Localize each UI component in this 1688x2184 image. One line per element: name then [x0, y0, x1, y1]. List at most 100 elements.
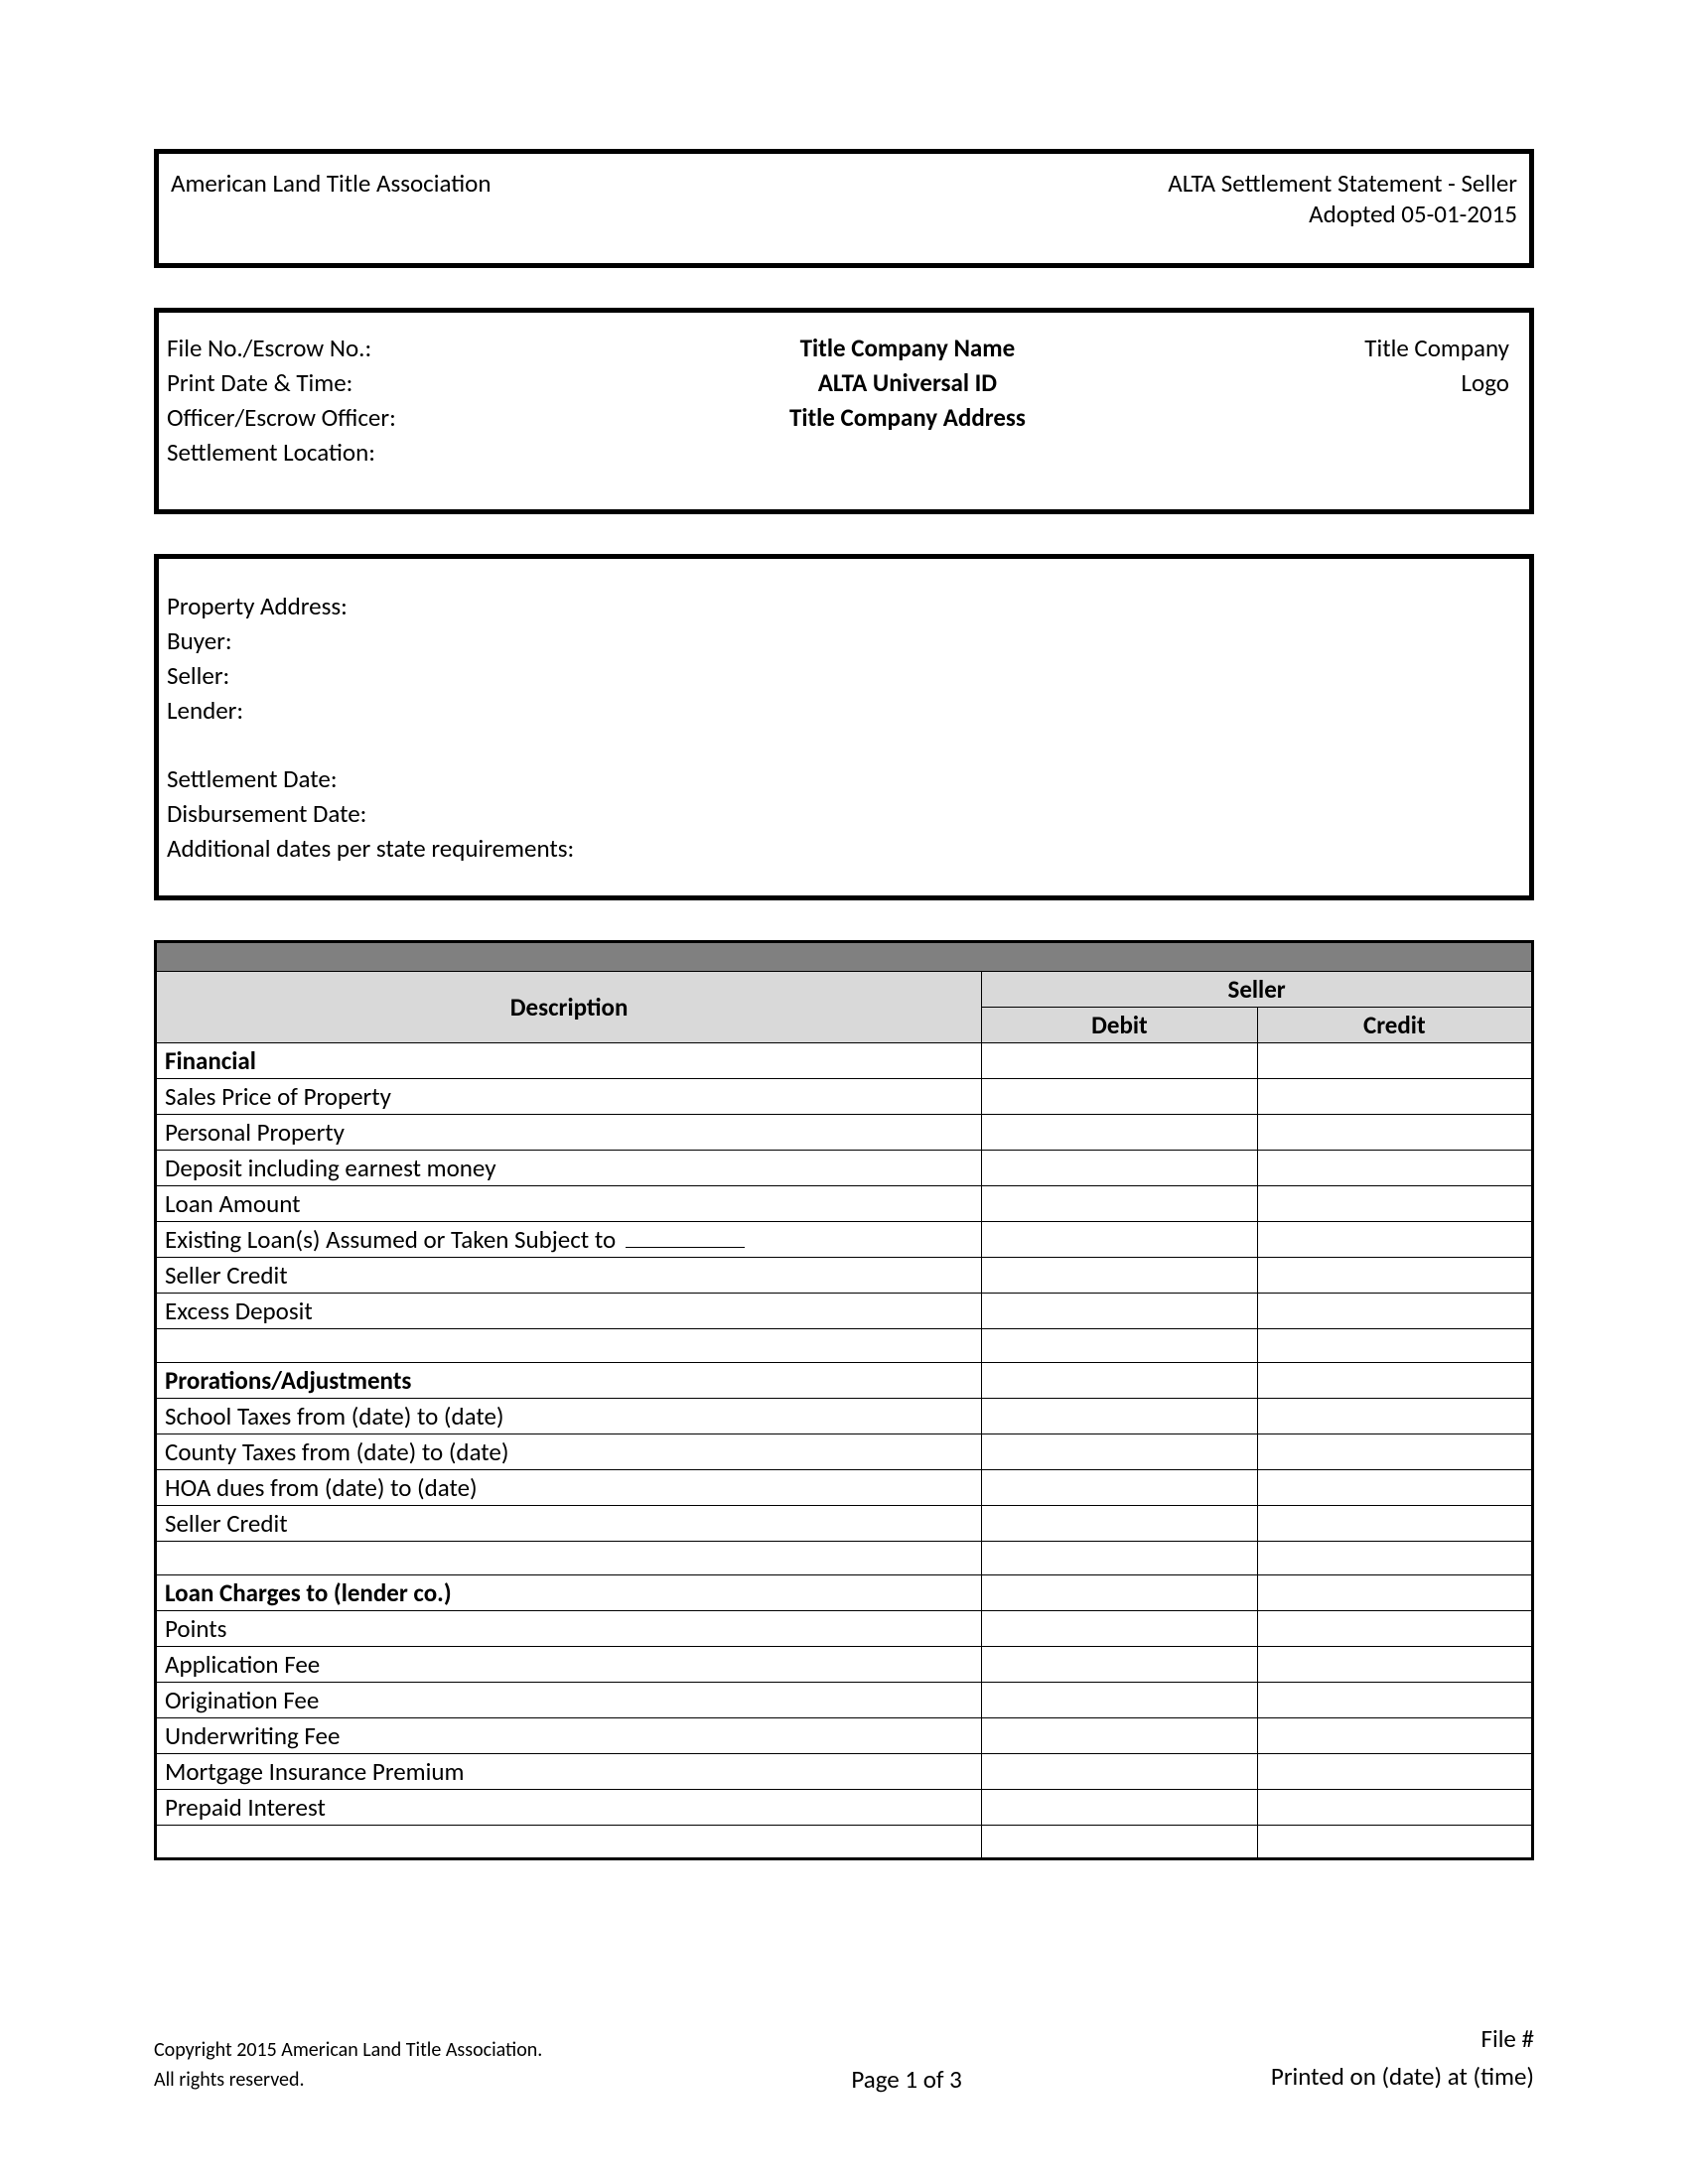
- info-box: File No./Escrow No.: Print Date & Time: …: [154, 308, 1534, 514]
- description-cell: Existing Loan(s) Assumed or Taken Subjec…: [156, 1222, 982, 1258]
- footer-file-label: File #: [1271, 2020, 1534, 2058]
- spacer-row: [156, 1826, 1533, 1859]
- spacer-row: [156, 1542, 1533, 1575]
- logo-line1: Title Company: [1139, 331, 1509, 365]
- credit-cell: [1257, 1294, 1532, 1329]
- table-row: Seller Credit: [156, 1506, 1533, 1542]
- description-cell: [156, 1542, 982, 1575]
- universal-id: ALTA Universal ID: [676, 365, 1139, 400]
- additional-dates-label: Additional dates per state requirements:: [167, 831, 1521, 866]
- section-heading-cell: Loan Charges to (lender co.): [156, 1575, 982, 1611]
- debit-cell: [982, 1754, 1257, 1790]
- table-row: Seller Credit: [156, 1258, 1533, 1294]
- spacer-row: [156, 1329, 1533, 1363]
- credit-cell: [1257, 1363, 1532, 1399]
- credit-cell: [1257, 1683, 1532, 1718]
- copyright-line2: All rights reserved.: [154, 2065, 542, 2095]
- location-label: Settlement Location:: [167, 435, 676, 470]
- debit-cell: [982, 1790, 1257, 1826]
- credit-cell: [1257, 1329, 1532, 1363]
- table-row: Sales Price of Property: [156, 1079, 1533, 1115]
- credit-cell: [1257, 1151, 1532, 1186]
- debit-cell: [982, 1399, 1257, 1434]
- description-cell: Underwriting Fee: [156, 1718, 982, 1754]
- description-cell: Seller Credit: [156, 1506, 982, 1542]
- debit-cell: [982, 1434, 1257, 1470]
- credit-cell: [1257, 1115, 1532, 1151]
- table-row: Underwriting Fee: [156, 1718, 1533, 1754]
- buyer-label: Buyer:: [167, 623, 1521, 658]
- section-heading-cell: Financial: [156, 1043, 982, 1079]
- table-row: Prepaid Interest: [156, 1790, 1533, 1826]
- credit-cell: [1257, 1611, 1532, 1647]
- credit-cell: [1257, 1790, 1532, 1826]
- credit-cell: [1257, 1043, 1532, 1079]
- debit-cell: [982, 1363, 1257, 1399]
- description-cell: [156, 1329, 982, 1363]
- settlement-table: Description Seller Debit Credit Financia…: [154, 940, 1534, 1860]
- table-header-row-1: Description Seller: [156, 972, 1533, 1008]
- description-cell: Prepaid Interest: [156, 1790, 982, 1826]
- debit-cell: [982, 1506, 1257, 1542]
- header-right: ALTA Settlement Statement - Seller Adopt…: [1168, 168, 1517, 229]
- description-cell: Seller Credit: [156, 1258, 982, 1294]
- company-name: Title Company Name: [676, 331, 1139, 365]
- officer-label: Officer/Escrow Officer:: [167, 400, 676, 435]
- table-row: Personal Property: [156, 1115, 1533, 1151]
- table-dark-bar: [156, 942, 1533, 972]
- table-row: Application Fee: [156, 1647, 1533, 1683]
- seller-label: Seller:: [167, 658, 1521, 693]
- credit-cell: [1257, 1222, 1532, 1258]
- description-cell: Excess Deposit: [156, 1294, 982, 1329]
- debit-cell: [982, 1294, 1257, 1329]
- file-no-label: File No./Escrow No.:: [167, 331, 676, 365]
- credit-cell: [1257, 1258, 1532, 1294]
- logo-line2: Logo: [1139, 365, 1509, 400]
- table-row: Points: [156, 1611, 1533, 1647]
- description-cell: [156, 1826, 982, 1859]
- description-cell: Loan Amount: [156, 1186, 982, 1222]
- debit-cell: [982, 1115, 1257, 1151]
- property-address-label: Property Address:: [167, 589, 1521, 623]
- info-left: File No./Escrow No.: Print Date & Time: …: [167, 331, 676, 470]
- credit-cell: [1257, 1079, 1532, 1115]
- footer-printed: Printed on (date) at (time): [1271, 2058, 1534, 2096]
- debit-cell: [982, 1683, 1257, 1718]
- table-row: Mortgage Insurance Premium: [156, 1754, 1533, 1790]
- copyright-line1: Copyright 2015 American Land Title Assoc…: [154, 2035, 542, 2065]
- description-cell: Deposit including earnest money: [156, 1151, 982, 1186]
- credit-cell: [1257, 1826, 1532, 1859]
- section-heading-row: Loan Charges to (lender co.): [156, 1575, 1533, 1611]
- credit-cell: [1257, 1575, 1532, 1611]
- table-row: Existing Loan(s) Assumed or Taken Subjec…: [156, 1222, 1533, 1258]
- header-org: American Land Title Association: [171, 168, 492, 199]
- table-row: Excess Deposit: [156, 1294, 1533, 1329]
- description-cell: Origination Fee: [156, 1683, 982, 1718]
- info-right: Title Company Logo: [1139, 331, 1517, 470]
- doc-adopted: Adopted 05-01-2015: [1168, 199, 1517, 229]
- section-heading-cell: Prorations/Adjustments: [156, 1363, 982, 1399]
- table-row: Deposit including earnest money: [156, 1151, 1533, 1186]
- table-row: County Taxes from (date) to (date): [156, 1434, 1533, 1470]
- description-cell: HOA dues from (date) to (date): [156, 1470, 982, 1506]
- footer-left: Copyright 2015 American Land Title Assoc…: [154, 2035, 542, 2095]
- description-cell: County Taxes from (date) to (date): [156, 1434, 982, 1470]
- credit-header: Credit: [1257, 1008, 1532, 1043]
- debit-header: Debit: [982, 1008, 1257, 1043]
- property-box: Property Address: Buyer: Seller: Lender:…: [154, 554, 1534, 900]
- company-address: Title Company Address: [676, 400, 1139, 435]
- debit-cell: [982, 1647, 1257, 1683]
- debit-cell: [982, 1079, 1257, 1115]
- credit-cell: [1257, 1542, 1532, 1575]
- doc-title: ALTA Settlement Statement - Seller: [1168, 168, 1517, 199]
- credit-cell: [1257, 1186, 1532, 1222]
- debit-cell: [982, 1222, 1257, 1258]
- description-cell: School Taxes from (date) to (date): [156, 1399, 982, 1434]
- table-row: Origination Fee: [156, 1683, 1533, 1718]
- description-cell: Sales Price of Property: [156, 1079, 982, 1115]
- debit-cell: [982, 1575, 1257, 1611]
- credit-cell: [1257, 1754, 1532, 1790]
- description-cell: Mortgage Insurance Premium: [156, 1754, 982, 1790]
- description-cell: Application Fee: [156, 1647, 982, 1683]
- description-cell: Personal Property: [156, 1115, 982, 1151]
